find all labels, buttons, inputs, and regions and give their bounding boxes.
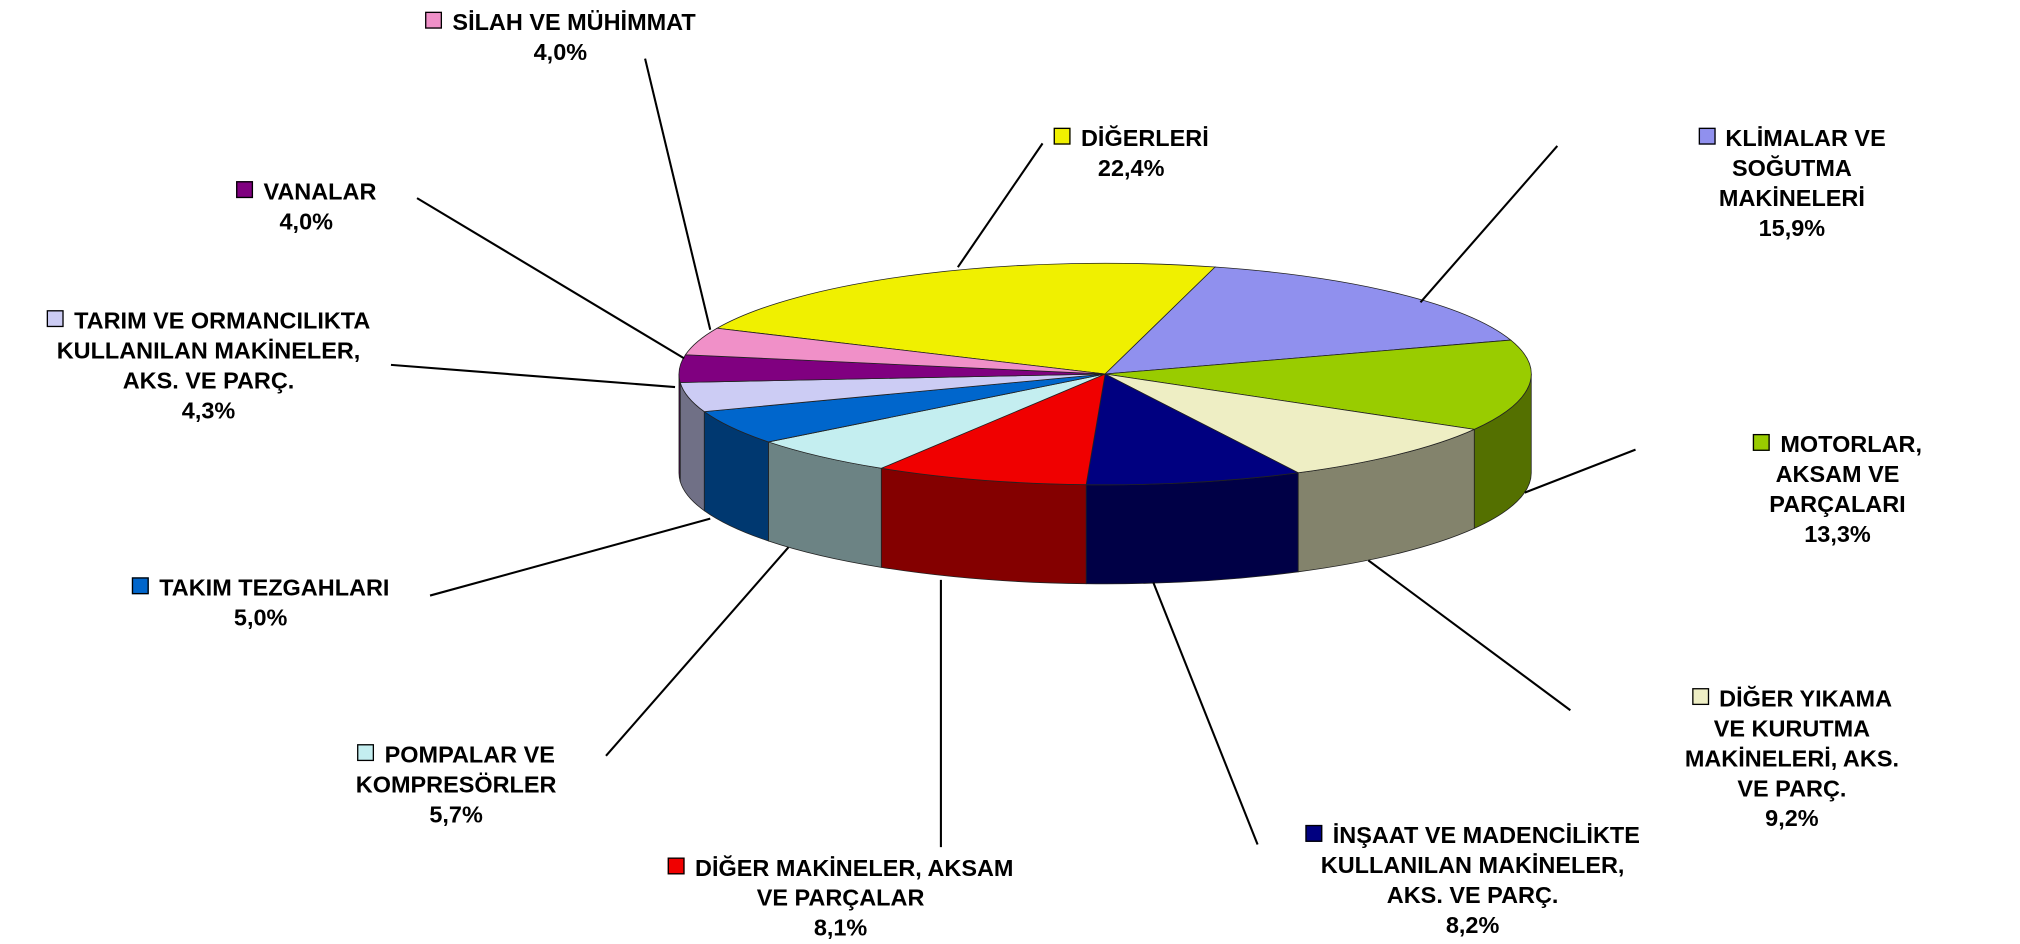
slice-label: DİĞERLERİ 22,4% bbox=[1053, 124, 1209, 184]
pie-slice bbox=[1104, 373, 1476, 474]
value-label: 4,0% bbox=[533, 39, 588, 66]
value-label: 15,9% bbox=[1758, 215, 1826, 242]
legend-key bbox=[357, 744, 375, 762]
value-label: 5,0% bbox=[233, 604, 288, 631]
value-label: 4,3% bbox=[181, 397, 236, 424]
leader-line bbox=[644, 58, 712, 330]
legend-key bbox=[1753, 433, 1770, 451]
leader-line bbox=[956, 142, 1044, 268]
value-label: 5,7% bbox=[429, 801, 483, 828]
slice-label: SİLAH VE MÜHİMMAT 4,0% bbox=[425, 8, 696, 68]
slice-label: TARIM VE ORMANCILIKTA KULLANILAN MAKİNEL… bbox=[46, 306, 371, 426]
category-name: TAKIM TEZGAHLARI bbox=[159, 574, 390, 601]
category-name: VANALAR bbox=[263, 178, 377, 205]
leader-line bbox=[1524, 448, 1636, 494]
legend-key bbox=[667, 857, 685, 875]
legend-key bbox=[1305, 824, 1323, 842]
pie-slice-side bbox=[1085, 472, 1299, 585]
category-name: SİLAH VE MÜHİMMAT bbox=[452, 9, 696, 36]
category-name: MOTORLAR, AKSAM VE PARÇALARI bbox=[1769, 431, 1922, 518]
value-label: 4,0% bbox=[279, 208, 333, 235]
slice-label: DİĞER YIKAMA VE KURUTMA MAKİNELERİ, AKS.… bbox=[1678, 684, 1906, 834]
value-label: 8,2% bbox=[1445, 912, 1500, 939]
pie-slice bbox=[1105, 339, 1532, 430]
legend-key bbox=[236, 181, 254, 199]
leader-line bbox=[429, 517, 711, 597]
legend-key bbox=[425, 11, 443, 29]
value-label: 9,2% bbox=[1765, 805, 1819, 832]
pie-slice bbox=[1104, 266, 1512, 375]
legend-key bbox=[1698, 127, 1716, 145]
legend-key bbox=[131, 577, 149, 595]
legend-key bbox=[1691, 688, 1709, 706]
pie-slice bbox=[1085, 373, 1300, 486]
pie-slice bbox=[684, 327, 1106, 375]
pie-slice bbox=[879, 373, 1106, 486]
slice-label: VANALAR 4,0% bbox=[236, 177, 376, 237]
slice-label: MOTORLAR, AKSAM VE PARÇALARI 13,3% bbox=[1746, 430, 1928, 550]
value-label: 8,1% bbox=[813, 914, 868, 941]
value-label: 22,4% bbox=[1097, 155, 1165, 182]
category-name: POMPALAR VE KOMPRESÖRLER bbox=[355, 741, 557, 798]
pie-slice-side bbox=[678, 374, 681, 482]
pie-slice-side bbox=[880, 467, 1087, 585]
leader-line bbox=[416, 197, 685, 360]
legend-key bbox=[46, 310, 64, 328]
pie-slice bbox=[715, 262, 1217, 375]
legend-key bbox=[1053, 127, 1071, 145]
slice-label: TAKIM TEZGAHLARI 5,0% bbox=[131, 573, 390, 633]
category-name: İNŞAAT VE MADENCİLİKTE KULLANILAN MAKİNE… bbox=[1320, 822, 1640, 909]
value-label: 13,3% bbox=[1804, 521, 1871, 548]
category-name: TARIM VE ORMANCILIKTA KULLANILAN MAKİNEL… bbox=[56, 307, 371, 394]
category-name: KLİMALAR VE SOĞUTMA MAKİNELERİ bbox=[1718, 125, 1886, 212]
slice-label: POMPALAR VE KOMPRESÖRLER 5,7% bbox=[356, 740, 557, 830]
slice-label: KLİMALAR VE SOĞUTMA MAKİNELERİ 15,9% bbox=[1678, 124, 1906, 244]
category-name: DİĞER YIKAMA VE KURUTMA MAKİNELERİ, AKS.… bbox=[1684, 685, 1899, 802]
category-name: DİĞER MAKİNELER, AKSAM VE PARÇALAR bbox=[695, 854, 1014, 911]
pie-slice bbox=[766, 373, 1106, 469]
leader-line bbox=[1419, 145, 1559, 304]
slice-label: İNŞAAT VE MADENCİLİKTE KULLANILAN MAKİNE… bbox=[1305, 821, 1640, 941]
leader-line bbox=[390, 363, 676, 389]
leader-line bbox=[605, 546, 790, 757]
leader-line bbox=[1152, 582, 1259, 845]
slice-label: DİĞER MAKİNELER, AKSAM VE PARÇALAR 8,1% bbox=[667, 854, 1014, 944]
leader-line bbox=[1367, 559, 1571, 712]
category-name: DİĞERLERİ bbox=[1080, 125, 1209, 152]
